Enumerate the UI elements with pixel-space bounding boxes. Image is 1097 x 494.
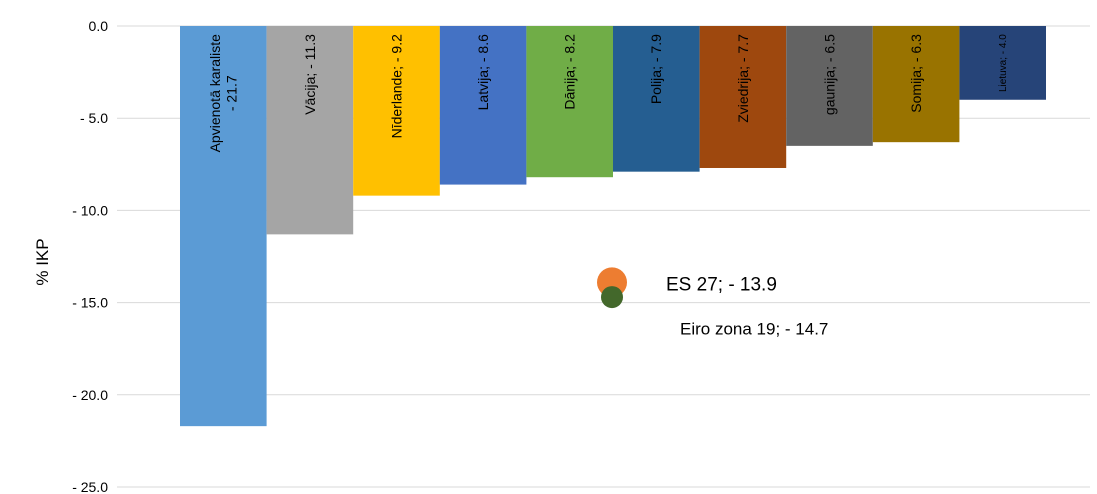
data-label: Zviedrija; - 7.7 [735,34,751,123]
data-label: Somija; - 6.3 [908,34,924,113]
data-label: Vācija; - 11.3 [302,34,318,115]
bar [872,26,960,143]
bar [699,26,787,168]
point [601,286,623,309]
bar [613,26,700,172]
data-label: Lietuva; - 4.0 [998,34,1009,92]
bar [526,26,613,178]
y-tick-label: - 10.0 [72,202,108,218]
y-tick-label: - 25.0 [72,479,108,494]
data-label: Apvienotā karaliste- 21.7 [207,34,240,153]
data-label: Dānija; - 8.2 [562,34,578,110]
data-label: Nīderlande; - 9.2 [388,34,404,138]
y-tick-label: - 15.0 [72,295,108,311]
y-tick-label: - 20.0 [72,387,108,403]
bar [266,26,354,235]
data-label: Polija; - 7.9 [648,34,664,104]
data-label: Latvija; - 8.6 [475,34,491,110]
bar [786,26,873,146]
y-axis-title: % IKP [33,238,52,285]
y-tick-label: 0.0 [89,18,109,34]
bar [180,26,267,427]
bar [959,26,1046,100]
bar [353,26,440,196]
data-label: gaunija; - 6.5 [821,34,837,115]
point-label: Eiro zona 19; - 14.7 [680,319,828,338]
bar [439,26,527,185]
y-tick-label: - 5.0 [80,110,108,126]
point-label: ES 27; - 13.9 [666,274,777,295]
